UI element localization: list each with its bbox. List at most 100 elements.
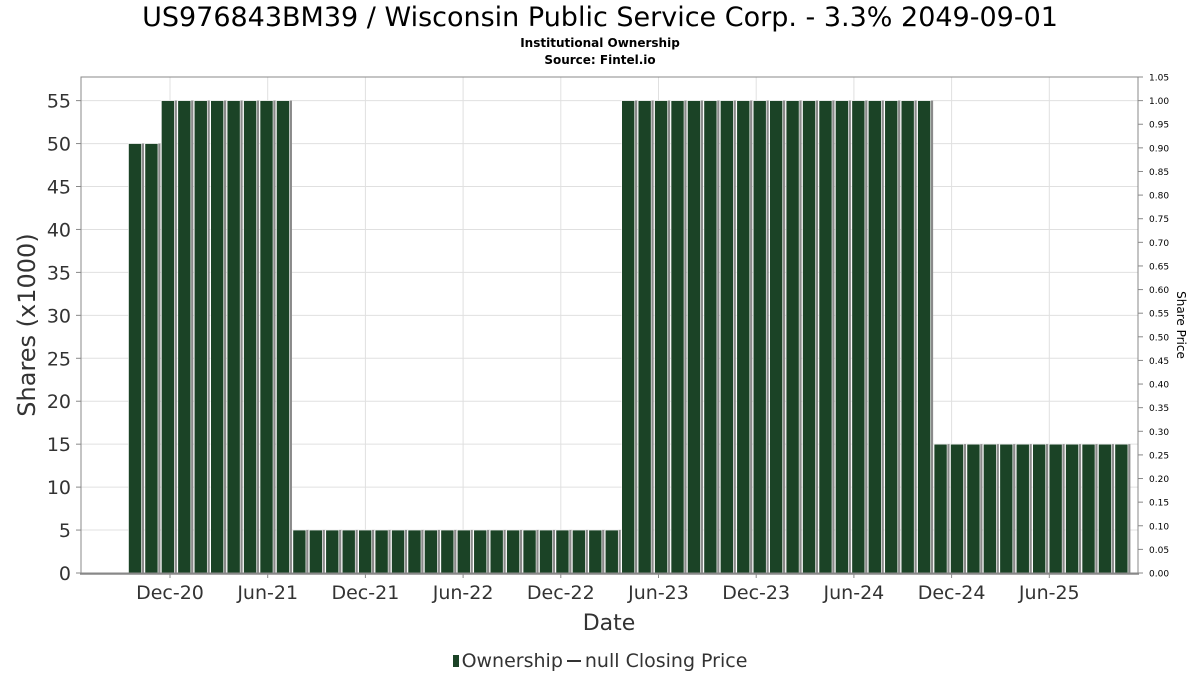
bar	[720, 100, 734, 574]
y2-tick-label: 1.05	[1149, 74, 1169, 84]
y-tick-label: 30	[47, 305, 71, 327]
legend-price-swatch	[566, 659, 581, 662]
chart-subtitle: Institutional Ownership	[520, 36, 680, 50]
bar	[604, 529, 619, 574]
y2-tick-label: 0.95	[1149, 121, 1169, 131]
bar	[966, 443, 981, 574]
x-tick-label: Dec-20	[136, 582, 204, 604]
y-tick-label: 20	[47, 391, 71, 413]
y-tick-label: 15	[47, 434, 71, 456]
x-axis-title: Date	[583, 611, 636, 636]
x-tick-label: Dec-24	[918, 582, 986, 604]
bar	[654, 100, 668, 574]
x-tick-label: Dec-23	[722, 582, 790, 604]
bar	[752, 100, 767, 574]
bar	[917, 100, 931, 574]
plot-border	[80, 76, 1139, 574]
y-tick-label: 35	[47, 262, 71, 284]
y2-tick-label: 0.35	[1149, 404, 1169, 414]
bar	[193, 100, 208, 574]
bar	[1098, 443, 1112, 574]
bar	[637, 100, 652, 574]
bar	[950, 443, 964, 574]
y-tick-label: 10	[47, 477, 71, 499]
bar	[1032, 443, 1046, 574]
x-tick-label: Jun-21	[236, 582, 298, 604]
chart-source: Source: Fintel.io	[544, 53, 656, 67]
y2-tick-label: 0.45	[1149, 357, 1169, 367]
y2-tick-label: 0.00	[1149, 570, 1169, 580]
y2-tick-label: 0.80	[1149, 192, 1169, 202]
bar	[325, 529, 340, 574]
bar	[177, 100, 192, 574]
bar	[276, 100, 290, 574]
y-tick-label: 25	[47, 348, 71, 370]
y-tick-label: 5	[59, 520, 71, 542]
x-tick-label: Jun-25	[1018, 582, 1080, 604]
y2-tick-label: 0.85	[1149, 168, 1169, 178]
bar	[1081, 443, 1096, 574]
bar	[785, 100, 800, 574]
x-tick-label: Jun-22	[432, 582, 494, 604]
y-tick-label: 55	[47, 91, 71, 113]
x-tick-label: Jun-23	[627, 582, 689, 604]
legend-ownership-label[interactable]: Ownership	[461, 649, 563, 672]
y2-tick-label: 1.00	[1149, 97, 1169, 107]
y2-tick-label: 0.25	[1149, 451, 1169, 461]
y2-axis-title: Share Price	[1174, 291, 1188, 359]
bar	[440, 529, 455, 574]
y2-tick-label: 0.10	[1149, 522, 1169, 532]
bar	[835, 100, 849, 574]
bar	[867, 100, 882, 574]
bar	[1114, 443, 1129, 574]
bar	[818, 100, 833, 574]
bar	[621, 100, 636, 574]
bar	[456, 529, 471, 574]
y2-tick-label: 0.55	[1149, 310, 1169, 320]
y-tick-label: 45	[47, 177, 71, 199]
bar	[309, 529, 323, 574]
bar	[489, 529, 504, 574]
x-tick-label: Dec-22	[527, 582, 595, 604]
bar	[407, 529, 422, 574]
bar	[424, 529, 438, 574]
bar	[341, 529, 356, 574]
y2-tick-label: 0.75	[1149, 215, 1169, 225]
y2-tick-label: 0.20	[1149, 475, 1169, 485]
bar	[358, 529, 372, 574]
bar	[506, 529, 520, 574]
y-tick-label: 50	[47, 134, 71, 156]
bar	[555, 529, 570, 574]
bar	[983, 443, 997, 574]
bar	[802, 100, 816, 574]
chart-legend: Ownership null Closing Price	[0, 648, 1200, 673]
y2-tick-label: 0.70	[1149, 239, 1169, 249]
legend-price-label[interactable]: null Closing Price	[584, 649, 748, 672]
bar	[687, 100, 701, 574]
bar	[144, 143, 159, 574]
y-tick-label: 40	[47, 219, 71, 241]
bar	[539, 529, 553, 574]
bar	[769, 100, 783, 574]
y2-tick-label: 0.40	[1149, 381, 1169, 391]
bar	[1048, 443, 1063, 574]
bar	[670, 100, 685, 574]
bar	[703, 100, 718, 574]
bar	[900, 100, 915, 574]
bar	[210, 100, 224, 574]
bar	[851, 100, 866, 574]
bar	[226, 100, 241, 574]
y2-tick-label: 0.05	[1149, 546, 1169, 556]
bar	[1065, 443, 1079, 574]
bar	[128, 143, 142, 574]
y2-tick-label: 0.50	[1149, 333, 1169, 343]
bar	[736, 100, 751, 574]
bar	[473, 529, 488, 574]
bar	[999, 443, 1014, 574]
chart-title: US976843BM39 / Wisconsin Public Service …	[142, 2, 1058, 33]
y-axis-title: Shares (x1000)	[13, 233, 41, 416]
bar	[259, 100, 274, 574]
bar	[522, 529, 537, 574]
y2-tick-label: 0.65	[1149, 262, 1169, 272]
